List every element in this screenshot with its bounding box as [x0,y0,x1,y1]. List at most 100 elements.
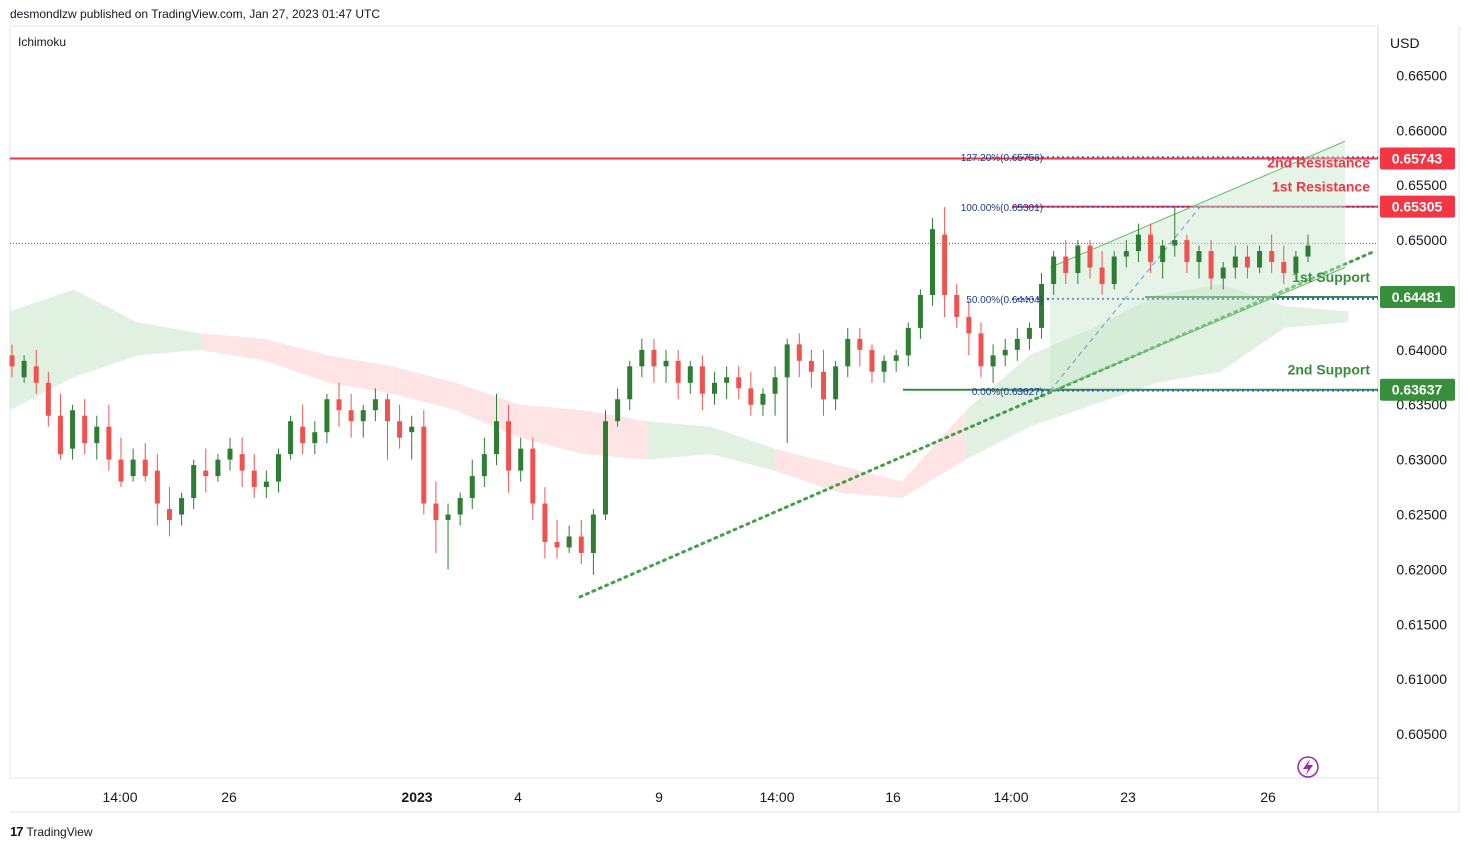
flash-icon[interactable] [1297,756,1319,778]
candle-body [881,360,887,372]
candle-body [796,344,802,361]
candle-body [554,541,560,548]
candle-body [1087,245,1093,268]
candle-body [397,421,403,438]
candle-body [251,470,257,488]
candle-body [1160,245,1166,263]
cloud-segment [201,333,265,361]
uptrend-line [578,249,1377,599]
candle-body [675,360,681,383]
cloud-segment [647,421,711,460]
candle-body [481,454,487,477]
price-badge-s2 [1380,378,1455,401]
time-tick: 26 [221,789,237,805]
price-badge-text-r1: 0.65305 [1392,199,1443,215]
candle-body [966,316,972,334]
flash-icon-bolt [1303,759,1313,775]
candle-body [1281,262,1287,274]
candle-body [506,421,512,471]
cloud-segment [583,410,648,460]
candle-body [324,399,330,433]
channel-fill [1050,141,1345,392]
candle-body [930,229,936,295]
candle-body [905,327,911,356]
candle-body [893,355,899,361]
candle-body [942,234,948,295]
fib-label-f50: 50.00%(0.64464) [966,295,1043,306]
candle-body [542,503,548,542]
fib-label-f1272: 127.20%(0.65756) [961,153,1043,164]
candle-body [1026,327,1032,339]
candle-body [1172,240,1178,246]
plot-border [9,25,1379,779]
cloud-segment [392,366,456,411]
candle-body [1111,256,1117,284]
time-tick: 23 [1120,789,1136,805]
candle-body [663,360,669,367]
price-tick: 0.63500 [1396,397,1447,413]
candle-body [1184,240,1190,263]
candle-body [421,426,427,504]
candle-body [821,371,827,400]
time-tick: 26 [1260,789,1276,805]
price-badge-s1 [1380,286,1455,309]
cloud-segment [1284,305,1348,328]
candle-body [457,498,463,515]
cloud-segment [902,410,966,499]
candle-body [1099,267,1105,284]
candle-body [288,421,294,455]
candle-body [445,514,451,521]
candles [9,207,1311,575]
candle-body [384,399,390,422]
time-tick: 2023 [401,789,432,805]
candle-body [1051,256,1057,284]
candle-body [590,514,596,553]
candle-body [409,426,415,433]
channel-lower-line [1049,267,1346,393]
candle-body [917,294,923,328]
candle-body [857,338,863,350]
candle-body [433,503,439,521]
price-tick: 0.61500 [1396,616,1447,632]
tradingview-brand: TradingView [26,824,93,839]
candle-body [748,388,754,405]
cloud-segment [965,355,1030,460]
cloud-segment [137,322,202,356]
price-tick: 0.63000 [1396,452,1447,468]
cloud-segment [73,289,138,378]
candle-body [784,344,790,378]
time-tick: 4 [514,789,522,805]
candle-body [978,333,984,367]
candle-body [372,399,378,411]
candle-body [1196,251,1202,263]
cloud-segment [456,382,520,438]
candle-body [1305,245,1311,257]
price-tick: 0.65500 [1396,177,1447,193]
candle-body [736,377,742,389]
cloud-segment [1029,327,1094,427]
candle-body [530,448,536,504]
cloud-segment [264,338,329,383]
cloud-segment [328,355,393,394]
candle-body [275,454,281,482]
price-tick: 0.66500 [1396,67,1447,83]
candle-body [191,465,197,499]
candle-body [1075,245,1081,274]
candle-body [518,448,524,471]
candle-body [1002,349,1008,356]
candle-body [142,459,148,477]
fib-label-f100: 100.00%(0.65301) [961,203,1043,214]
cloud-segment [774,448,839,493]
level-label-r2: 2nd Resistance [1267,154,1370,170]
candle-body [1220,267,1226,279]
candle-body [954,294,960,317]
candle-body [239,454,245,471]
indicator-label[interactable]: Ichimoku [18,35,67,49]
candle-body [215,459,221,477]
candle-body [179,498,185,515]
currency-label: USD [1390,35,1420,51]
tradingview-footer[interactable]: 17 TradingView [10,824,93,839]
candle-body [130,459,136,477]
flash-icon-ring [1297,756,1319,778]
